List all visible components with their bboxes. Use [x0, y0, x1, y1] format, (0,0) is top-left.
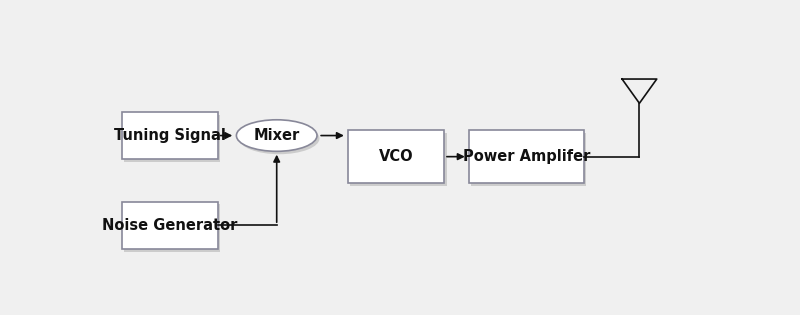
Bar — [348, 130, 444, 183]
Bar — [350, 133, 446, 186]
Text: Noise Generator: Noise Generator — [102, 218, 238, 233]
Bar — [122, 202, 218, 249]
Bar — [122, 112, 218, 159]
Text: Power Amplifer: Power Amplifer — [462, 149, 590, 164]
Bar — [124, 115, 220, 162]
Bar — [469, 130, 584, 183]
Circle shape — [239, 123, 319, 154]
Bar — [471, 133, 586, 186]
Text: Mixer: Mixer — [254, 128, 300, 143]
Text: Tuning Signal: Tuning Signal — [114, 128, 226, 143]
Bar — [124, 204, 220, 252]
Circle shape — [237, 120, 317, 151]
Text: VCO: VCO — [378, 149, 414, 164]
